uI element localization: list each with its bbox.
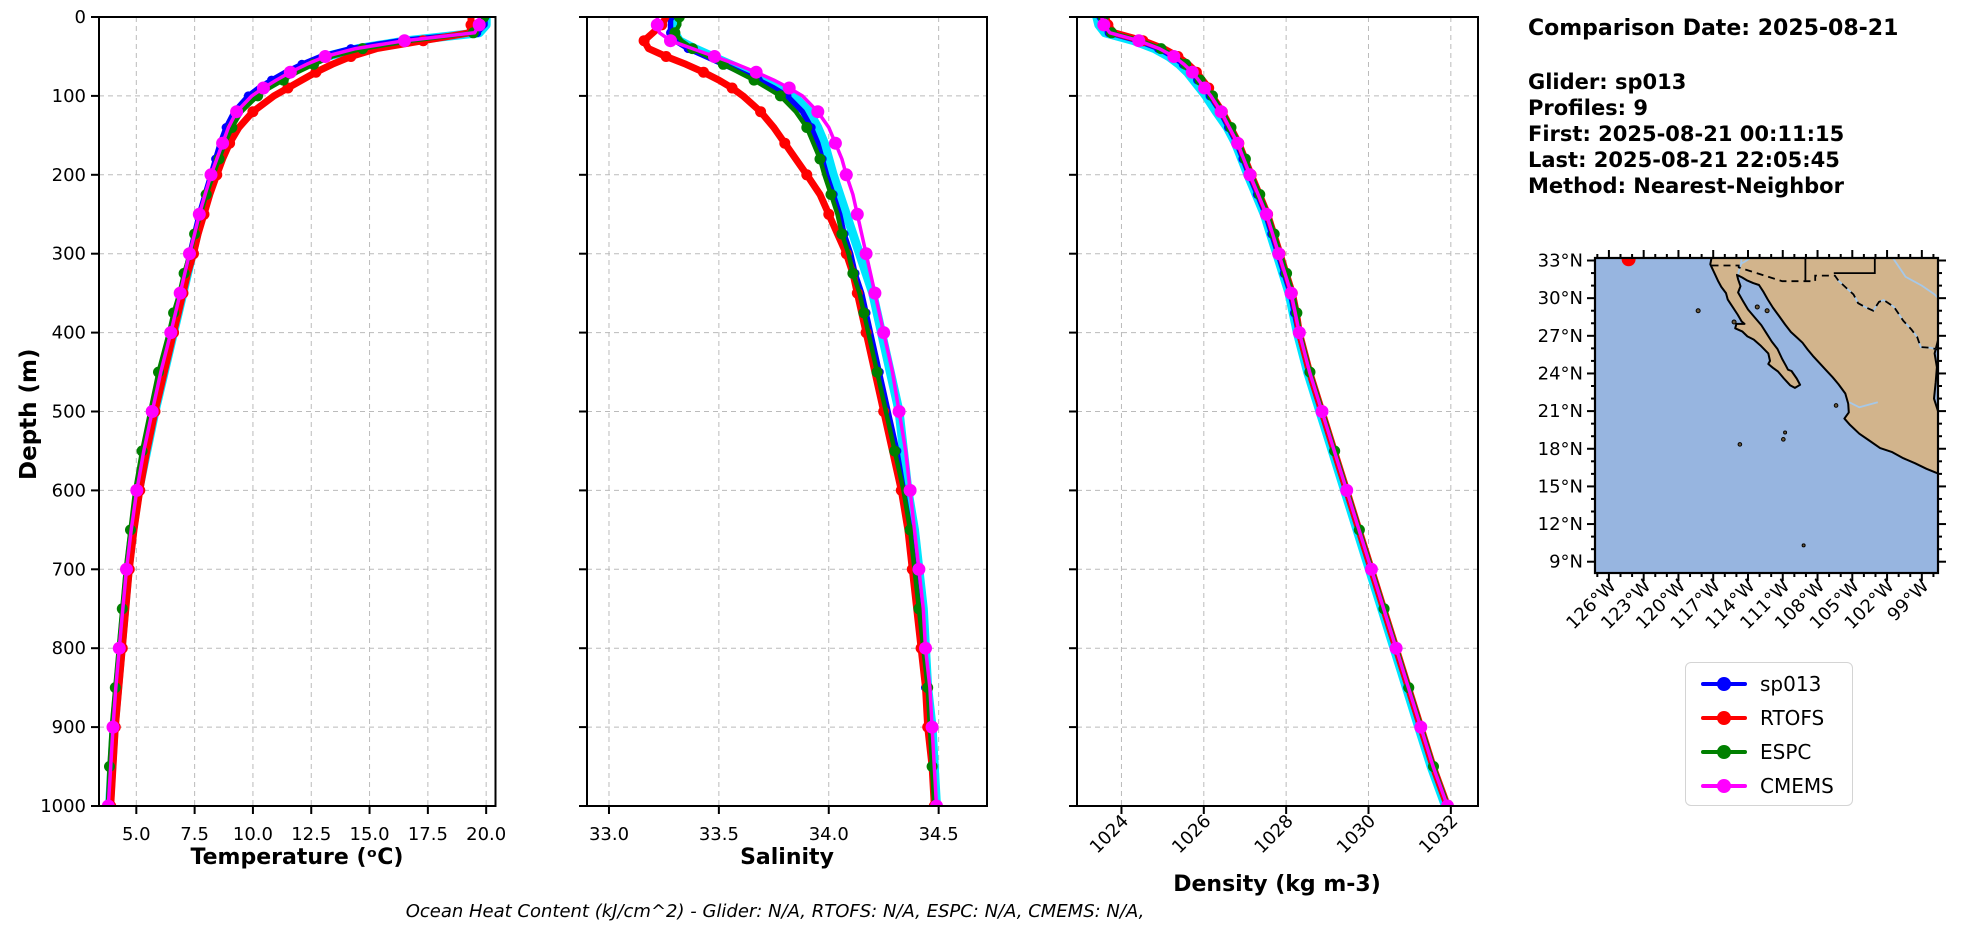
svg-text:1032: 1032 xyxy=(1415,811,1462,858)
legend: sp013 RTOFS ESPC CMEMS xyxy=(1685,662,1853,806)
temperature-axis-label: Temperature (ᵒC) xyxy=(190,845,404,870)
svg-text:17.5: 17.5 xyxy=(408,824,448,845)
map-lat-label: 30°N xyxy=(1538,288,1583,309)
svg-text:33.5: 33.5 xyxy=(699,824,739,845)
svg-text:300: 300 xyxy=(52,244,86,265)
map-lat-label: 24°N xyxy=(1538,363,1583,384)
map-lat-label: 21°N xyxy=(1538,401,1583,422)
profiles-count-text: Profiles: 9 xyxy=(1528,96,1649,120)
map-island xyxy=(1783,430,1788,435)
series-RTOFS xyxy=(107,17,475,806)
legend-entry-cmems: CMEMS xyxy=(1701,773,1834,799)
map-island xyxy=(1781,437,1786,442)
svg-text:1000: 1000 xyxy=(40,796,86,817)
legend-label-rtofs: RTOFS xyxy=(1760,706,1825,730)
svg-text:15.0: 15.0 xyxy=(350,824,390,845)
svg-text:12.5: 12.5 xyxy=(291,824,331,845)
density-plot: 1024 1026 1028 1030 1032 xyxy=(1069,16,1479,858)
svg-text:800: 800 xyxy=(52,638,86,659)
series-CMEMS xyxy=(106,17,481,806)
location-map: 33°N30°N27°N24°N21°N18°N15°N12°N9°N126°W… xyxy=(1538,250,1946,634)
svg-text:34.5: 34.5 xyxy=(919,824,959,845)
svg-text:600: 600 xyxy=(52,480,86,501)
svg-text:500: 500 xyxy=(52,402,86,423)
legend-label-cmems: CMEMS xyxy=(1760,774,1834,798)
map-lat-label: 12°N xyxy=(1538,514,1583,535)
map-us-mexico-border xyxy=(1711,264,1938,351)
legend-entry-sp013: sp013 xyxy=(1701,671,1821,697)
map-island xyxy=(1833,403,1839,408)
svg-text:1024: 1024 xyxy=(1086,811,1133,858)
map-lat-label: 33°N xyxy=(1538,251,1583,272)
last-profile-time-text: Last: 2025-08-21 22:05:45 xyxy=(1528,148,1840,172)
map-lat-label: 18°N xyxy=(1538,439,1583,460)
svg-text:100: 100 xyxy=(52,86,86,107)
map-state-line xyxy=(1833,258,1876,274)
ocean-heat-content-note: Ocean Heat Content (kJ/cm^2) - Glider: N… xyxy=(405,901,1145,922)
map-island xyxy=(1754,304,1760,310)
legend-label-espc: ESPC xyxy=(1760,740,1812,764)
salinity-plot: 33.0 33.5 34.0 34.5 xyxy=(579,16,988,845)
legend-marker-cmems xyxy=(1717,779,1731,793)
svg-text:10.0: 10.0 xyxy=(233,824,273,845)
legend-line-sample-espc xyxy=(1701,745,1747,759)
map-river xyxy=(1892,258,1938,300)
svg-text:1030: 1030 xyxy=(1333,811,1380,858)
map-river xyxy=(1737,258,1743,275)
svg-text:34.0: 34.0 xyxy=(809,824,849,845)
density-axis-label: Density (kg m-3) xyxy=(1173,872,1381,897)
map-island xyxy=(1801,543,1806,548)
svg-text:20.0: 20.0 xyxy=(466,824,506,845)
map-island xyxy=(1695,308,1701,314)
series-CMEMS xyxy=(655,17,939,806)
series-CMEMS xyxy=(1099,17,1450,806)
legend-marker-rtofs xyxy=(1717,711,1731,725)
map-lat-label: 27°N xyxy=(1538,326,1583,347)
svg-text:700: 700 xyxy=(52,559,86,580)
map-island xyxy=(1731,319,1737,325)
glider-id-text: Glider: sp013 xyxy=(1528,70,1687,94)
legend-entry-espc: ESPC xyxy=(1701,739,1811,765)
salinity-axis-label: Salinity xyxy=(740,845,834,870)
svg-text:33.0: 33.0 xyxy=(589,824,629,845)
svg-text:900: 900 xyxy=(52,717,86,738)
legend-entry-rtofs: RTOFS xyxy=(1701,705,1824,731)
svg-text:1026: 1026 xyxy=(1168,811,1215,858)
map-island xyxy=(1737,442,1743,447)
depth-axis-label: Depth (m) xyxy=(16,348,42,480)
map-river xyxy=(1740,258,1751,265)
comparison-date-text: Comparison Date: 2025-08-21 xyxy=(1528,16,1899,41)
legend-line-sample-sp013 xyxy=(1701,677,1747,691)
svg-text:7.5: 7.5 xyxy=(180,824,209,845)
map-river xyxy=(1848,401,1879,409)
legend-label-sp013: sp013 xyxy=(1760,672,1822,696)
legend-line-sample-cmems xyxy=(1701,779,1747,793)
legend-marker-sp013 xyxy=(1717,677,1731,691)
glider-position-marker xyxy=(1621,258,1636,267)
legend-marker-espc xyxy=(1717,745,1731,759)
map-lat-label: 9°N xyxy=(1549,552,1583,573)
svg-text:0: 0 xyxy=(75,7,86,28)
map-land xyxy=(1709,258,1938,475)
legend-line-sample-rtofs xyxy=(1701,711,1747,725)
svg-text:400: 400 xyxy=(52,323,86,344)
svg-text:200: 200 xyxy=(52,165,86,186)
temperature-plot: 5.0 7.5 10.0 12.5 15.0 17.5 20.0 0 100 200 300 400 5… xyxy=(40,7,506,845)
map-lat-label: 15°N xyxy=(1538,476,1583,497)
first-profile-time-text: First: 2025-08-21 00:11:15 xyxy=(1528,122,1845,146)
method-text: Method: Nearest-Neighbor xyxy=(1528,174,1844,198)
svg-text:1028: 1028 xyxy=(1250,811,1297,858)
svg-text:5.0: 5.0 xyxy=(122,824,151,845)
map-island xyxy=(1764,308,1770,314)
